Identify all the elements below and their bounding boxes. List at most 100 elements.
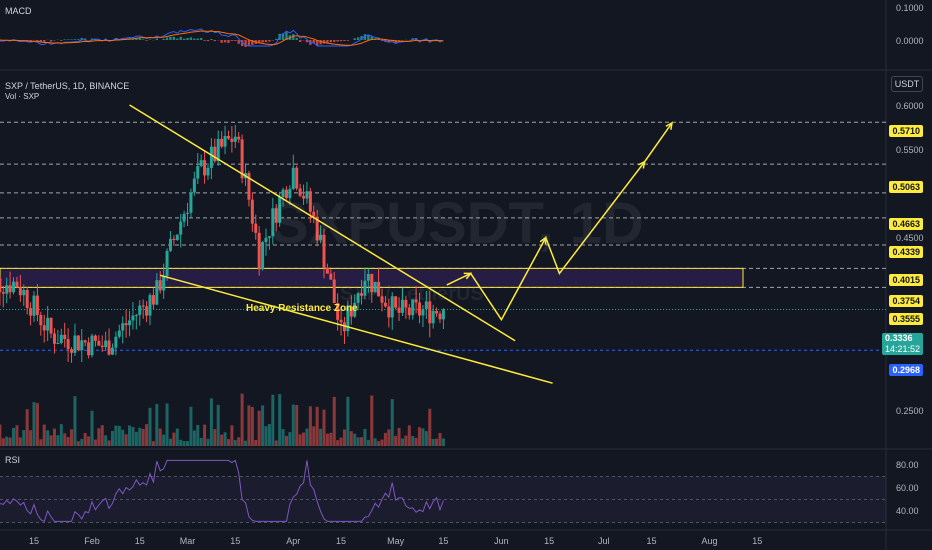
candle-body (192, 178, 196, 193)
candle-body (165, 250, 169, 276)
support-tag: 0.2968 (889, 364, 923, 376)
macd-signal-line (0, 30, 444, 46)
level-tag: 0.4663 (889, 218, 923, 230)
candle-body (141, 305, 145, 307)
drawings-layer (129, 104, 673, 384)
candle-body (370, 273, 374, 293)
volume-bar (267, 424, 271, 446)
volume-bar (90, 410, 94, 446)
macd-histogram-bar (397, 40, 401, 41)
volume-bar (360, 437, 364, 446)
volume-bar (216, 404, 220, 446)
volume-bar (209, 398, 213, 446)
candle-body (117, 330, 121, 337)
volume-bar (308, 406, 312, 446)
macd-histogram-bar (367, 34, 370, 40)
macd-histogram-bar (251, 40, 254, 45)
candle-body (76, 335, 80, 351)
candle-body (424, 301, 428, 310)
candle-body (264, 237, 268, 243)
candle-body (186, 212, 190, 214)
candle-body (189, 192, 193, 213)
volume-bar (250, 407, 254, 446)
volume-bar (257, 410, 261, 446)
volume-bar (134, 431, 138, 446)
macd-histogram-bar (305, 40, 309, 43)
candle-body (155, 280, 159, 305)
macd-histogram-bar (138, 38, 141, 40)
time-tick: 15 (438, 536, 449, 546)
volume-bar (141, 428, 145, 446)
macd-histogram-bar (234, 40, 237, 41)
macd-line (0, 28, 444, 47)
macd-histogram-bar (285, 32, 288, 40)
symbol-title[interactable]: SXP / TetherUS, 1D, BINANCE (5, 81, 130, 91)
lower-trendline (160, 274, 553, 384)
volume-bar (189, 406, 193, 446)
macd-histogram-bar (162, 38, 165, 40)
volume-bar (107, 440, 111, 446)
time-tick: Jun (494, 536, 509, 546)
time-tick: 15 (336, 536, 347, 546)
candle-body (339, 319, 343, 323)
macd-histogram-bar (333, 40, 336, 42)
symbol-watermark: SXPUSDT, 1D (270, 191, 644, 256)
candle-body (346, 306, 350, 332)
macd-histogram-bar (36, 40, 39, 41)
candle-body (233, 136, 237, 142)
candle-body (271, 208, 275, 237)
volume-bar (315, 406, 319, 446)
candle-body (380, 296, 384, 303)
volume-bar (117, 425, 121, 446)
macd-histogram-bar (329, 40, 333, 43)
volume-bar (291, 404, 295, 446)
candle-body (104, 340, 108, 348)
candle-body (52, 333, 56, 344)
macd-histogram-bar (360, 36, 363, 40)
candle-body (1, 292, 5, 294)
candle-body (315, 216, 319, 241)
volume-bar (302, 432, 306, 446)
candle-body (145, 306, 149, 316)
price-tick: 0.5500 (896, 145, 924, 155)
volume-bar (39, 439, 43, 446)
candle-body (70, 349, 74, 353)
volume-bar (175, 428, 179, 446)
volume-bar (261, 405, 265, 446)
candle-body (322, 234, 326, 268)
volume-bar (377, 441, 381, 446)
current-price: 0.3336 (884, 333, 913, 343)
volume-bar (203, 424, 207, 446)
volume-bar (247, 405, 251, 446)
volume-bar (162, 434, 166, 446)
macd-histogram-bar (25, 40, 29, 41)
volume-bar (110, 431, 114, 446)
volume-bar (284, 435, 288, 446)
candle-body (377, 281, 381, 297)
candle-body (25, 289, 29, 309)
currency-button[interactable]: USDT (891, 76, 923, 92)
candle-body (332, 279, 336, 304)
macd-histogram-bar (176, 38, 179, 40)
candle-body (411, 299, 415, 316)
macd-histogram-bar (169, 36, 172, 40)
macd-histogram-bar (220, 40, 223, 43)
candle-body (168, 238, 172, 251)
volume-bar (1, 438, 5, 446)
candle-body (237, 136, 241, 140)
macd-histogram-bar (343, 40, 346, 41)
candle-body (22, 289, 26, 296)
candle-body (319, 234, 323, 241)
candle-body (175, 234, 179, 241)
macd-histogram-bar (401, 40, 404, 41)
volume-bar (93, 439, 97, 446)
candle-body (298, 188, 302, 196)
candle-body (441, 309, 445, 320)
volume-bar (441, 438, 445, 446)
candle-body (209, 146, 213, 168)
candle-body (158, 280, 162, 291)
volume-bar (418, 427, 422, 446)
macd-histogram-bar (39, 40, 43, 43)
